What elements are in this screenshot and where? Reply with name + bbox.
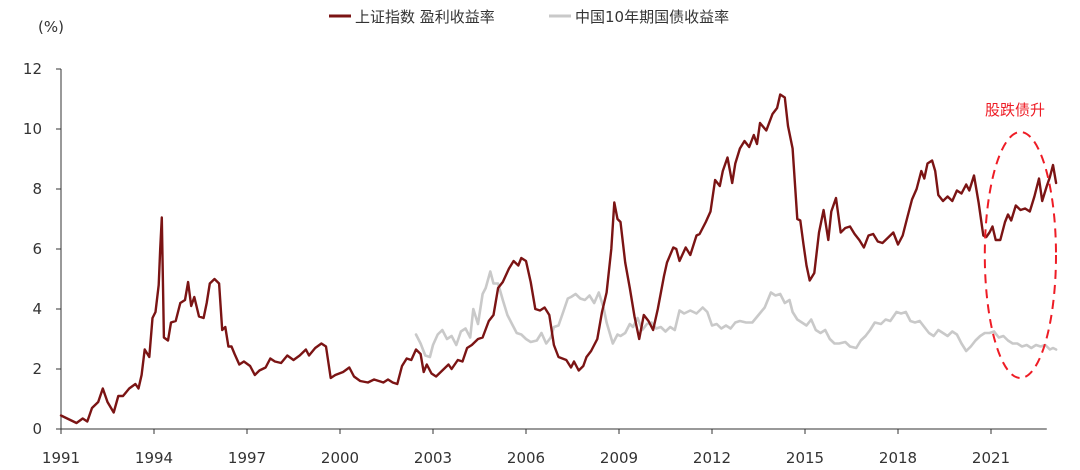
x-tick-label: 2018 [879,449,917,467]
series-line-bond-yield [414,270,1058,359]
x-tick-label: 2021 [972,449,1010,467]
y-axis: 0 2 4 6 8 10 12 [23,60,62,438]
x-tick-label: 2003 [414,449,452,467]
annotation-ellipse [983,131,1058,379]
x-axis: 1991 1994 1997 2000 2003 2006 2009 2012 2015 2018… [42,428,1047,467]
x-tick-label: 2006 [507,449,545,467]
y-axis-unit-label: (%) [38,18,64,36]
annotation: 股跌债升 [983,101,1058,379]
y-tick-label: 0 [32,420,42,438]
y-tick-label: 2 [32,360,42,378]
x-tick-label: 1994 [135,449,173,467]
x-tick-label: 2015 [786,449,824,467]
y-tick-label: 4 [32,300,42,318]
legend-label-bond-yield: 中国10年期国债收益率 [575,8,729,26]
series-line-pe-yield [59,93,1058,425]
x-tick-label: 2012 [693,449,731,467]
legend: 上证指数 盈利收益率 中国10年期国债收益率 [329,8,729,26]
y-tick-label: 10 [23,120,42,138]
x-tick-label: 2009 [600,449,638,467]
legend-label-pe-yield: 上证指数 盈利收益率 [355,8,495,26]
x-tick-label: 1997 [228,449,266,467]
series-lines [59,93,1058,425]
x-tick-label: 2000 [321,449,359,467]
y-tick-label: 6 [32,240,42,258]
x-tick-label: 1991 [42,449,80,467]
y-tick-label: 8 [32,180,42,198]
annotation-label: 股跌债升 [985,101,1045,119]
y-tick-label: 12 [23,60,42,78]
